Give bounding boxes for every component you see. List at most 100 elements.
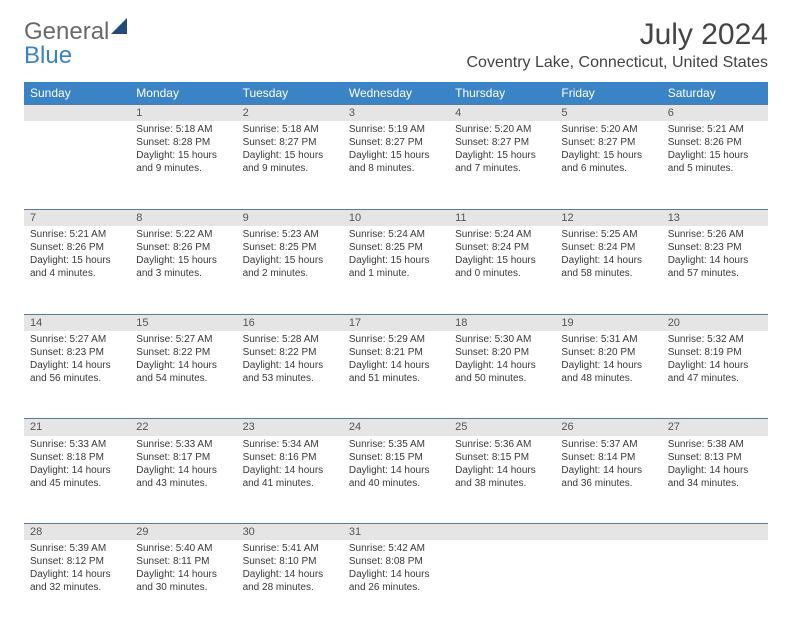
day-sunrise: Sunrise: 5:23 AM [243, 228, 337, 241]
day-sunset: Sunset: 8:15 PM [455, 451, 549, 464]
day-number-cell: 24 [343, 419, 449, 436]
day-sunset: Sunset: 8:10 PM [243, 555, 337, 568]
day-cell: Sunrise: 5:24 AMSunset: 8:25 PMDaylight:… [343, 226, 449, 314]
day-day2: and 51 minutes. [349, 372, 443, 385]
day-sunrise: Sunrise: 5:27 AM [136, 333, 230, 346]
day-sunset: Sunset: 8:26 PM [30, 241, 124, 254]
day-day1: Daylight: 14 hours [668, 359, 762, 372]
day-day2: and 4 minutes. [30, 267, 124, 280]
day-number-cell: 21 [24, 419, 130, 436]
day-sunrise: Sunrise: 5:18 AM [243, 123, 337, 136]
day-day1: Daylight: 14 hours [136, 568, 230, 581]
day-sunset: Sunset: 8:11 PM [136, 555, 230, 568]
day-cell: Sunrise: 5:24 AMSunset: 8:24 PMDaylight:… [449, 226, 555, 314]
day-number-cell: 8 [130, 209, 236, 226]
day-sunset: Sunset: 8:27 PM [561, 136, 655, 149]
day-sunrise: Sunrise: 5:28 AM [243, 333, 337, 346]
title-block: July 2024 Coventry Lake, Connecticut, Un… [467, 18, 769, 72]
day-sunset: Sunset: 8:15 PM [349, 451, 443, 464]
day-day1: Daylight: 14 hours [243, 568, 337, 581]
day-cell: Sunrise: 5:33 AMSunset: 8:17 PMDaylight:… [130, 436, 236, 524]
day-number-cell: 17 [343, 314, 449, 331]
day-day2: and 9 minutes. [243, 162, 337, 175]
day-sunrise: Sunrise: 5:20 AM [561, 123, 655, 136]
day-number-cell: 22 [130, 419, 236, 436]
day-cell: Sunrise: 5:29 AMSunset: 8:21 PMDaylight:… [343, 331, 449, 419]
day-sunrise: Sunrise: 5:35 AM [349, 438, 443, 451]
day-day2: and 48 minutes. [561, 372, 655, 385]
day-sunrise: Sunrise: 5:22 AM [136, 228, 230, 241]
day-day1: Daylight: 14 hours [561, 254, 655, 267]
day-sunrise: Sunrise: 5:21 AM [30, 228, 124, 241]
day-day1: Daylight: 15 hours [561, 149, 655, 162]
day-number-cell: 30 [237, 524, 343, 541]
calendar-table: SundayMondayTuesdayWednesdayThursdayFrid… [24, 82, 768, 628]
day-sunrise: Sunrise: 5:24 AM [349, 228, 443, 241]
day-sunset: Sunset: 8:24 PM [455, 241, 549, 254]
day-sunrise: Sunrise: 5:39 AM [30, 542, 124, 555]
day-sunrise: Sunrise: 5:36 AM [455, 438, 549, 451]
day-day2: and 34 minutes. [668, 477, 762, 490]
day-day1: Daylight: 14 hours [30, 464, 124, 477]
day-day1: Daylight: 14 hours [30, 359, 124, 372]
day-day1: Daylight: 15 hours [243, 149, 337, 162]
day-day1: Daylight: 14 hours [136, 359, 230, 372]
daynum-row: 123456 [24, 105, 768, 122]
day-cell: Sunrise: 5:21 AMSunset: 8:26 PMDaylight:… [24, 226, 130, 314]
day-day1: Daylight: 15 hours [136, 254, 230, 267]
day-day1: Daylight: 14 hours [668, 464, 762, 477]
daynum-row: 14151617181920 [24, 314, 768, 331]
day-day2: and 45 minutes. [30, 477, 124, 490]
day-sunset: Sunset: 8:23 PM [30, 346, 124, 359]
day-sunrise: Sunrise: 5:37 AM [561, 438, 655, 451]
day-day1: Daylight: 14 hours [349, 464, 443, 477]
day-number-cell: 12 [555, 209, 661, 226]
day-cell: Sunrise: 5:38 AMSunset: 8:13 PMDaylight:… [662, 436, 768, 524]
day-sunrise: Sunrise: 5:24 AM [455, 228, 549, 241]
day-number-cell: 9 [237, 209, 343, 226]
logo-text-2: Blue [24, 42, 72, 69]
day-sunset: Sunset: 8:08 PM [349, 555, 443, 568]
day-sunrise: Sunrise: 5:32 AM [668, 333, 762, 346]
day-number-cell: 28 [24, 524, 130, 541]
day-day2: and 58 minutes. [561, 267, 655, 280]
day-sunrise: Sunrise: 5:25 AM [561, 228, 655, 241]
day-day1: Daylight: 14 hours [668, 254, 762, 267]
day-day1: Daylight: 15 hours [243, 254, 337, 267]
day-day2: and 2 minutes. [243, 267, 337, 280]
day-cell: Sunrise: 5:18 AMSunset: 8:27 PMDaylight:… [237, 121, 343, 209]
day-day2: and 3 minutes. [136, 267, 230, 280]
day-sunset: Sunset: 8:22 PM [136, 346, 230, 359]
day-sunset: Sunset: 8:26 PM [668, 136, 762, 149]
day-day2: and 6 minutes. [561, 162, 655, 175]
day-sunrise: Sunrise: 5:38 AM [668, 438, 762, 451]
day-cell [24, 121, 130, 209]
day-sunrise: Sunrise: 5:21 AM [668, 123, 762, 136]
day-cell: Sunrise: 5:39 AMSunset: 8:12 PMDaylight:… [24, 540, 130, 628]
day-sunset: Sunset: 8:12 PM [30, 555, 124, 568]
daynum-row: 78910111213 [24, 209, 768, 226]
day-sunrise: Sunrise: 5:31 AM [561, 333, 655, 346]
logo-line2: Blue [24, 42, 72, 70]
day-sunrise: Sunrise: 5:42 AM [349, 542, 443, 555]
day-day2: and 28 minutes. [243, 581, 337, 594]
day-day2: and 5 minutes. [668, 162, 762, 175]
day-number-cell: 5 [555, 105, 661, 122]
day-day2: and 56 minutes. [30, 372, 124, 385]
day-day1: Daylight: 14 hours [243, 359, 337, 372]
day-sunrise: Sunrise: 5:20 AM [455, 123, 549, 136]
day-header: Wednesday [343, 82, 449, 105]
content-row: Sunrise: 5:27 AMSunset: 8:23 PMDaylight:… [24, 331, 768, 419]
day-sunset: Sunset: 8:19 PM [668, 346, 762, 359]
day-day2: and 9 minutes. [136, 162, 230, 175]
day-cell: Sunrise: 5:28 AMSunset: 8:22 PMDaylight:… [237, 331, 343, 419]
day-sunrise: Sunrise: 5:26 AM [668, 228, 762, 241]
day-sunrise: Sunrise: 5:18 AM [136, 123, 230, 136]
day-number-cell: 19 [555, 314, 661, 331]
day-cell: Sunrise: 5:36 AMSunset: 8:15 PMDaylight:… [449, 436, 555, 524]
day-number-cell: 23 [237, 419, 343, 436]
day-cell: Sunrise: 5:22 AMSunset: 8:26 PMDaylight:… [130, 226, 236, 314]
daynum-row: 21222324252627 [24, 419, 768, 436]
day-cell: Sunrise: 5:27 AMSunset: 8:22 PMDaylight:… [130, 331, 236, 419]
day-day2: and 26 minutes. [349, 581, 443, 594]
